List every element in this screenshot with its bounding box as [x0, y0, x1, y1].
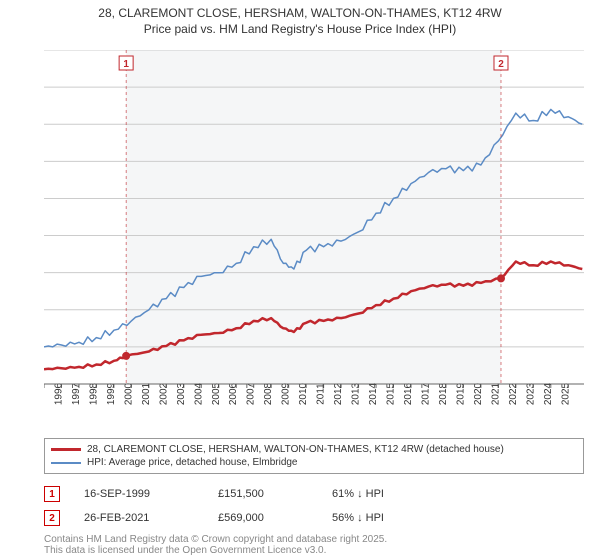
footer-price: £151,500: [218, 488, 308, 500]
legend-label: 28, CLAREMONT CLOSE, HERSHAM, WALTON-ON-…: [87, 444, 504, 455]
svg-text:2025: 2025: [560, 382, 571, 405]
svg-text:2019: 2019: [455, 382, 466, 405]
svg-text:2009: 2009: [281, 382, 292, 405]
footer-date: 16-SEP-1999: [84, 488, 194, 500]
svg-text:2010: 2010: [298, 382, 309, 405]
svg-text:2024: 2024: [543, 382, 554, 405]
footer-row: 1 16-SEP-1999 £151,500 61% ↓ HPI: [44, 482, 584, 506]
legend-swatch: [51, 448, 81, 451]
marker-box: 1: [44, 486, 60, 502]
svg-text:2022: 2022: [508, 382, 519, 405]
svg-text:2018: 2018: [438, 382, 449, 405]
footer-delta: 61% ↓ HPI: [332, 488, 384, 500]
svg-text:2000: 2000: [123, 382, 134, 405]
attribution: Contains HM Land Registry data © Crown c…: [44, 534, 387, 556]
svg-text:2008: 2008: [263, 382, 274, 405]
legend-row: HPI: Average price, detached house, Elmb…: [51, 456, 577, 469]
svg-text:2020: 2020: [473, 382, 484, 405]
svg-text:1999: 1999: [106, 382, 117, 405]
svg-text:2007: 2007: [246, 382, 257, 405]
attribution-line-2: This data is licensed under the Open Gov…: [44, 545, 326, 556]
footer-date: 26-FEB-2021: [84, 512, 194, 524]
legend-box: 28, CLAREMONT CLOSE, HERSHAM, WALTON-ON-…: [44, 438, 584, 474]
svg-text:2016: 2016: [403, 382, 414, 405]
chart-plot-area: £0£200K£400K£600K£800K£1M£1.2M£1.4M£1.6M…: [44, 50, 584, 420]
footer-data-rows: 1 16-SEP-1999 £151,500 61% ↓ HPI 2 26-FEB-202…: [44, 482, 584, 530]
svg-text:2003: 2003: [176, 382, 187, 405]
svg-text:2011: 2011: [316, 383, 327, 405]
svg-text:1998: 1998: [88, 382, 99, 405]
marker-box: 2: [44, 510, 60, 526]
svg-text:1997: 1997: [71, 382, 82, 405]
footer-row: 2 26-FEB-2021 £569,000 56% ↓ HPI: [44, 506, 584, 530]
svg-text:1995: 1995: [44, 382, 47, 405]
footer-price: £569,000: [218, 512, 308, 524]
svg-text:2023: 2023: [525, 382, 536, 405]
svg-text:1: 1: [123, 59, 129, 70]
svg-text:1996: 1996: [53, 382, 64, 405]
svg-text:2006: 2006: [228, 382, 239, 405]
svg-text:2004: 2004: [193, 382, 204, 405]
svg-text:2015: 2015: [386, 382, 397, 405]
svg-text:2017: 2017: [420, 382, 431, 405]
svg-text:2001: 2001: [141, 382, 152, 405]
attribution-line-1: Contains HM Land Registry data © Crown c…: [44, 534, 387, 545]
svg-text:2012: 2012: [333, 382, 344, 405]
svg-text:2: 2: [498, 59, 504, 70]
legend-row: 28, CLAREMONT CLOSE, HERSHAM, WALTON-ON-…: [51, 443, 577, 456]
svg-text:2013: 2013: [351, 382, 362, 405]
svg-text:2005: 2005: [211, 382, 222, 405]
title-line-1: 28, CLAREMONT CLOSE, HERSHAM, WALTON-ON-…: [98, 6, 501, 20]
chart-svg: £0£200K£400K£600K£800K£1M£1.2M£1.4M£1.6M…: [44, 50, 584, 420]
svg-text:2014: 2014: [368, 382, 379, 405]
svg-text:2002: 2002: [158, 382, 169, 405]
chart-container: 28, CLAREMONT CLOSE, HERSHAM, WALTON-ON-…: [0, 0, 600, 560]
legend-label: HPI: Average price, detached house, Elmb…: [87, 457, 298, 468]
legend-swatch: [51, 462, 81, 464]
svg-text:2021: 2021: [490, 382, 501, 405]
footer-delta: 56% ↓ HPI: [332, 512, 384, 524]
title-line-2: Price paid vs. HM Land Registry's House …: [144, 22, 456, 36]
chart-title: 28, CLAREMONT CLOSE, HERSHAM, WALTON-ON-…: [0, 0, 600, 37]
